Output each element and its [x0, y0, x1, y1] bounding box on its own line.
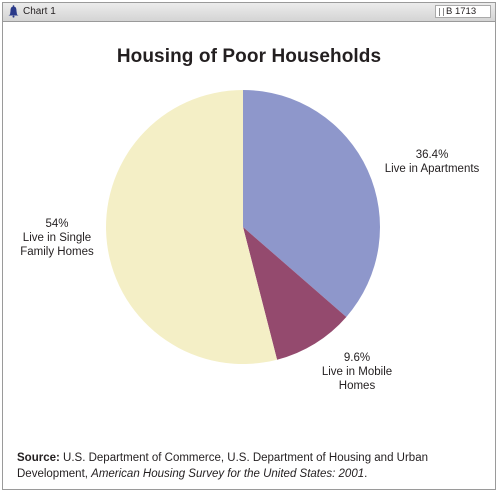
slice-label-single-family: 54% Live in Single Family Homes — [7, 217, 107, 259]
source-text: U.S. Department of Commerce, U.S. Depart… — [17, 452, 428, 480]
chart-header-bar: Chart 1 B 1713 — [3, 3, 495, 22]
slice-category-line: Family Homes — [20, 246, 94, 258]
slice-value-label: 54% — [45, 218, 69, 230]
slice-category-line: Homes — [338, 380, 376, 392]
chart-number: Chart 1 — [23, 6, 56, 17]
slice-category-line: Live in Mobile — [321, 366, 393, 378]
liberty-bell-icon — [8, 5, 19, 18]
source-publication-title: American Housing Survey for the United S… — [91, 468, 365, 480]
pie-chart — [106, 90, 380, 365]
slice-label-mobile-homes: 9.6% Live in Mobile Homes — [307, 351, 407, 393]
pie-slice-mobile-homes — [243, 227, 347, 360]
source-note: Source: U.S. Department of Commerce, U.S… — [17, 450, 487, 482]
source-label: Source: — [17, 452, 60, 464]
chart-title: Housing of Poor Households — [116, 46, 382, 67]
report-code-badge: B 1713 — [435, 5, 491, 18]
chart-frame: Chart 1 B 1713 Housing of Poor Household… — [2, 2, 496, 490]
slice-category-line: Live in Single — [22, 232, 92, 244]
slice-category-line: Live in Apartments — [384, 163, 480, 175]
pie-slice-apartments — [243, 90, 380, 317]
report-code: B 1713 — [446, 6, 477, 17]
pie-slice-single-family — [106, 90, 278, 365]
grip-icon — [439, 8, 444, 16]
slice-label-apartments: 36.4% Live in Apartments — [375, 148, 489, 176]
slice-value-label: 9.6% — [343, 352, 371, 364]
source-text-end: . — [364, 468, 368, 480]
slice-value-label: 36.4% — [415, 149, 449, 161]
